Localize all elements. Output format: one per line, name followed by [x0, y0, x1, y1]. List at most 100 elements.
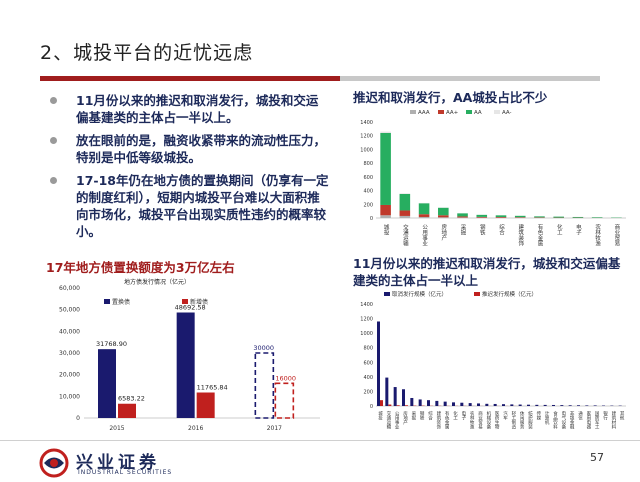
bar	[452, 402, 455, 406]
x-tick-label: 钢铁	[479, 223, 486, 237]
bullet-text: 放在眼前的是，融资收紧带来的流动性压力，特别是中低等级城投。	[76, 133, 326, 165]
x-tick-label: 传媒	[536, 410, 541, 422]
x-tick-label: 城投	[383, 224, 390, 237]
bar-segment	[380, 133, 391, 205]
bar-segment	[573, 217, 584, 218]
y-tick-label: 20,000	[59, 372, 80, 379]
x-tick-label: 化工	[556, 223, 563, 236]
bar-segment	[515, 217, 526, 218]
bar	[527, 405, 530, 406]
bar	[98, 349, 116, 418]
bar-segment	[438, 217, 449, 218]
page-title: 2、城投平台的近忧远虑	[40, 38, 253, 65]
bar	[560, 405, 563, 406]
bar-segment	[419, 203, 430, 214]
y-tick-label: 600	[363, 175, 373, 181]
cancel-postpone-issuance-chart: 0200400600800100012001400取消发行规模（亿元）推迟发行规…	[350, 290, 630, 438]
bullet-text: 11月份以来的推迟和取消发行，城投和交运偏基建类的主体占一半以上。	[76, 93, 318, 125]
bar	[405, 405, 408, 406]
bullet-dot-icon	[50, 97, 57, 104]
legend-label: 推迟发行规模（亿元）	[482, 290, 537, 298]
bar-segment	[419, 214, 430, 217]
x-tick-label: 机械设备	[486, 410, 491, 431]
bottom-right-chart-heading: 11月份以来的推迟和取消发行，城投和交运偏基建类的主体占一半以上	[353, 255, 623, 289]
x-tick-label: 公用事业	[421, 224, 428, 246]
bullet-list: 11月份以来的推迟和取消发行，城投和交运偏基建类的主体占一半以上。 放在眼前的是…	[48, 92, 330, 246]
legend-label: 取消发行规模（亿元）	[392, 290, 447, 298]
bar-segment	[534, 216, 545, 217]
bar	[544, 405, 547, 406]
bar-segment	[476, 217, 487, 218]
bullet-item: 17-18年仍在地方债的置换期间（仍享有一定的制度红利），短期内城投平台难以大面…	[48, 172, 330, 240]
bar	[118, 404, 136, 418]
bar	[585, 405, 588, 406]
title-underline-gray	[340, 76, 600, 81]
company-logo: 兴业证券 INDUSTRIAL SECURITIES	[38, 448, 188, 478]
legend-label: AA+	[446, 110, 459, 116]
x-tick-label: 城投	[378, 410, 383, 422]
bar-segment	[457, 217, 468, 218]
local-bond-issuance-chart: 地方债发行情况（亿元）010,00020,00030,00040,00050,0…	[40, 274, 330, 440]
y-tick-label: 400	[363, 189, 373, 195]
x-tick-label: 银行	[603, 410, 608, 422]
legend-label: 置换债	[112, 298, 130, 306]
company-seal-icon	[38, 448, 70, 478]
logo-name-en: INDUSTRIAL SECURITIES	[78, 469, 172, 476]
x-tick-label: 国防军工	[594, 411, 599, 430]
legend-swatch	[466, 110, 472, 114]
x-tick-label: 建筑装饰	[517, 223, 524, 248]
bar	[255, 353, 273, 418]
top-right-chart-heading: 推迟和取消发行，AA城投占比不少	[353, 87, 623, 106]
bar	[435, 401, 438, 406]
bar-segment	[515, 216, 526, 217]
bar	[535, 405, 538, 406]
y-tick-label: 1200	[360, 134, 373, 140]
bar	[427, 400, 430, 406]
y-tick-label: 0	[76, 415, 80, 422]
bar	[502, 404, 505, 406]
y-tick-label: 0	[370, 216, 373, 222]
title-underline-accent	[40, 76, 340, 81]
bar	[402, 389, 405, 406]
bar	[519, 405, 522, 406]
x-tick-label: 通信	[578, 410, 583, 422]
footer-divider	[0, 440, 640, 441]
x-tick-label: 非银金融	[569, 410, 574, 431]
x-tick-label: 采掘	[411, 410, 416, 422]
data-label: 48692.58	[175, 303, 206, 311]
y-tick-label: 50,000	[59, 307, 80, 314]
x-tick-label: 房地产	[440, 223, 447, 242]
x-tick-label: 综合	[498, 223, 505, 237]
legend-swatch	[474, 292, 480, 296]
x-tick-label: 农林牧渔	[594, 223, 601, 248]
y-tick-label: 10,000	[59, 393, 80, 400]
x-tick-label: 电气设备	[561, 410, 566, 431]
data-label: 16000	[275, 374, 296, 382]
data-label: 30000	[253, 344, 274, 352]
x-tick-label: 轻工制造	[511, 410, 516, 431]
y-tick-label: 1400	[360, 120, 373, 126]
bar	[197, 393, 215, 418]
x-tick-label: 商业贸易	[613, 223, 620, 248]
bar	[385, 378, 388, 406]
legend-swatch	[438, 110, 444, 114]
bar	[397, 405, 400, 406]
bar-segment	[400, 216, 411, 218]
page-number: 57	[590, 451, 604, 464]
bar	[380, 400, 383, 406]
chart-title: 地方债发行情况（亿元）	[124, 278, 190, 286]
legend-label: AA	[474, 110, 482, 116]
y-tick-label: 1000	[360, 147, 373, 153]
data-label: 6583.22	[118, 395, 145, 403]
bar-segment	[476, 215, 487, 217]
x-tick-label: 建筑装饰	[436, 410, 441, 431]
y-tick-label: 200	[363, 389, 373, 395]
bullet-dot-icon	[50, 137, 57, 144]
x-tick-label: 综合	[428, 410, 433, 422]
y-tick-label: 60,000	[59, 285, 80, 292]
bar-segment	[553, 217, 564, 218]
legend-swatch	[384, 292, 390, 296]
bar-segment	[592, 217, 603, 218]
bullet-dot-icon	[50, 177, 57, 184]
